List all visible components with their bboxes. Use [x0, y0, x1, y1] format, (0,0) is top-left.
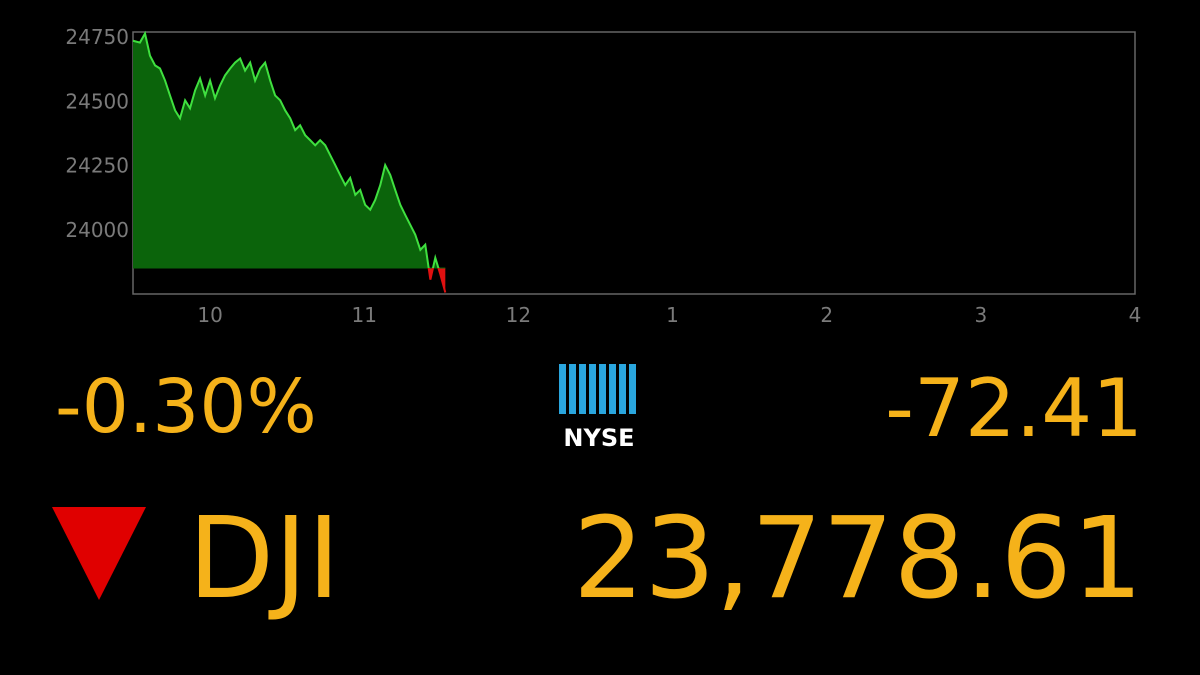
down-arrow	[52, 507, 146, 600]
x-tick-label: 2	[820, 303, 833, 327]
y-tick-label: 24750	[65, 25, 129, 49]
x-tick-label: 10	[197, 303, 222, 327]
y-tick-label: 24500	[65, 89, 129, 113]
exchange: NYSE	[563, 424, 634, 452]
y-tick-label: 24000	[65, 218, 129, 242]
x-tick-label: 11	[352, 303, 377, 327]
x-tick-label: 12	[506, 303, 531, 327]
price: 23,778.61	[573, 494, 1143, 624]
x-tick-label: 3	[974, 303, 987, 327]
x-tick-label: 1	[666, 303, 679, 327]
symbol: DJI	[188, 494, 340, 624]
area	[133, 33, 446, 293]
line	[132, 30, 447, 293]
x-tick-label: 4	[1129, 303, 1142, 327]
y-tick-label: 24250	[65, 154, 129, 178]
change: -72.41	[885, 362, 1143, 455]
nyse-logo: NYSE	[557, 363, 642, 452]
change-percent: -0.30%	[55, 364, 317, 450]
